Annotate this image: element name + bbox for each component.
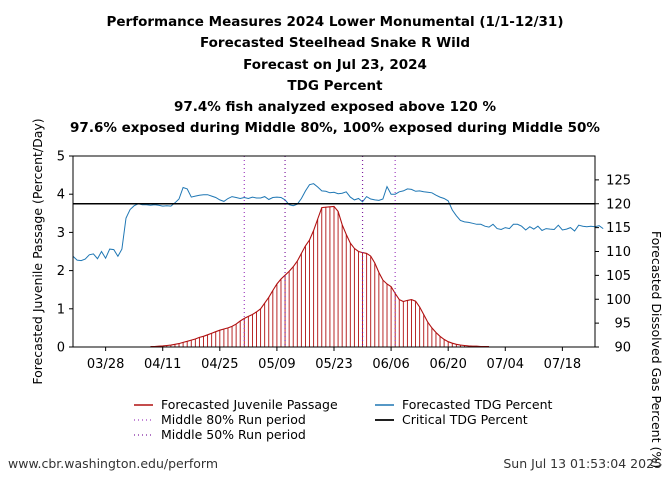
footer-url[interactable]: www.cbr.washington.edu/perform <box>8 456 219 471</box>
chart-title-block: Performance Measures 2024 Lower Monument… <box>0 12 670 140</box>
passage-series-line <box>150 205 489 348</box>
chart-title: Performance Measures 2024 Lower Monument… <box>106 14 564 30</box>
chart-subtitle-forecast-date: Forecast on Jul 23, 2024 <box>243 56 427 73</box>
y-tick-label: 5 <box>57 150 65 165</box>
y-right-tick-label: 125 <box>606 173 631 188</box>
y-tick-label: 0 <box>57 341 65 356</box>
x-tick-label: 07/18 <box>544 357 581 372</box>
x-tick-label: 05/23 <box>315 357 352 372</box>
y-tick-label: 1 <box>57 302 65 317</box>
y-tick-label: 2 <box>57 264 65 279</box>
x-tick-label: 04/11 <box>144 357 181 372</box>
x-tick-label: 04/25 <box>201 357 238 372</box>
footer-timestamp: Sun Jul 13 01:53:04 2025 <box>503 456 662 471</box>
legend-middle80-label: Middle 80% Run period <box>161 412 306 427</box>
y-right-axis-label: Forecasted Dissolved Gas Percent (%) <box>649 231 664 468</box>
y-right-tick-label: 120 <box>606 197 631 212</box>
y-right-tick-label: 105 <box>606 269 631 284</box>
legend-middle50-label: Middle 50% Run period <box>161 427 306 442</box>
chart-subtitle-measure: TDG Percent <box>287 77 383 94</box>
x-tick-label: 06/20 <box>429 357 466 372</box>
x-tick-label: 03/28 <box>87 357 124 372</box>
x-tick-label: 05/09 <box>258 357 295 372</box>
tdg-series-line <box>72 183 604 262</box>
y-axis-label: Forecasted Juvenile Passage (Percent/Day… <box>30 118 45 384</box>
legend-passage-label: Forecasted Juvenile Passage <box>161 397 338 412</box>
legend-tdg-label: Forecasted TDG Percent <box>402 397 553 412</box>
y-right-tick-label: 115 <box>606 221 631 236</box>
y-right-tick-label: 100 <box>606 293 631 308</box>
x-tick-label: 07/04 <box>487 357 524 372</box>
y-right-tick-label: 110 <box>606 245 631 260</box>
y-right-tick-label: 95 <box>614 317 631 332</box>
y-tick-label: 3 <box>57 226 65 241</box>
chart-subtitle-species: Forecasted Steelhead Snake R Wild <box>199 35 471 52</box>
chart-subtitle-exposure: 97.4% fish analyzed exposed above 120 % <box>174 99 496 116</box>
x-tick-label: 06/06 <box>372 357 409 372</box>
legend-critical-label: Critical TDG Percent <box>402 412 528 427</box>
y-right-tick-label: 90 <box>614 341 631 356</box>
y-tick-label: 4 <box>57 188 65 203</box>
chart-subtitle-period-exposure: 97.6% exposed during Middle 80%, 100% ex… <box>70 120 600 137</box>
